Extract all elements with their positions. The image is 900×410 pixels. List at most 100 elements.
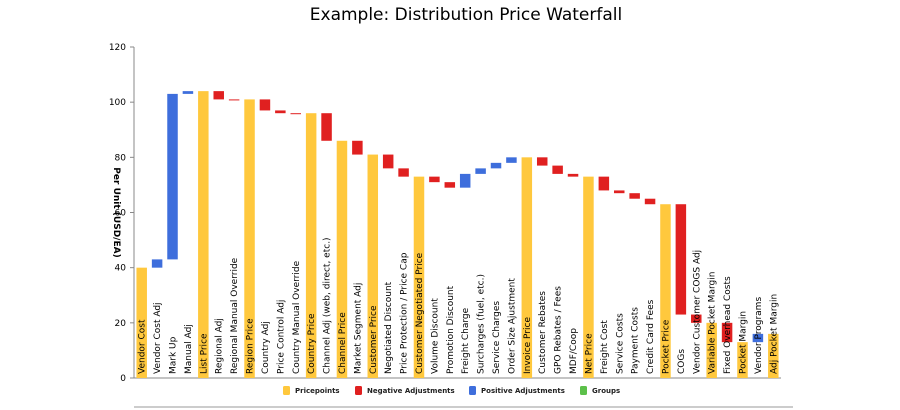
category-labels: Vendor Cost Vendor Cost Adj Mark Up Manual …	[138, 237, 780, 374]
category-label: Mark Up	[169, 336, 179, 374]
bar-positive	[475, 168, 486, 174]
bar-pricepoint	[305, 113, 317, 378]
category-label: MDF/Coop	[569, 328, 579, 374]
bar-negative	[598, 176, 610, 191]
bar-negative	[614, 190, 625, 194]
category-label: List Price	[199, 333, 209, 374]
category-label: Pocket Margin	[738, 311, 748, 374]
legend-swatch	[283, 386, 290, 395]
legend-label: Positive Adjustments	[481, 387, 565, 395]
category-label: Freight Charge	[461, 307, 471, 374]
bar-negative	[629, 193, 640, 199]
legend-label: Groups	[592, 387, 620, 395]
legend-swatch	[580, 386, 587, 395]
y-tick-label: 80	[115, 153, 127, 163]
category-label: Pocket Price	[661, 319, 671, 374]
bar-pricepoint	[737, 342, 748, 378]
category-label: Regional Manual Override	[230, 257, 240, 374]
category-label: Fixed Overhead Costs	[723, 276, 733, 374]
category-label: Adj Pocket Margin	[769, 294, 779, 374]
category-label: Service Costs	[615, 313, 625, 374]
category-label: Channel Adj (web, direct, etc.)	[323, 237, 333, 374]
category-label: Country Manual Override	[292, 260, 302, 374]
bar-negative	[321, 113, 332, 141]
bar-negative	[552, 165, 563, 174]
category-label: Customer Price	[369, 305, 379, 374]
legend-swatch	[355, 386, 362, 395]
bar-negative	[290, 113, 301, 115]
category-label: Price Protection / Price Cap	[400, 252, 410, 374]
category-label: Vendor Cost Adj	[153, 302, 163, 374]
category-label: Net Price	[584, 333, 594, 374]
category-label: Country Adj	[261, 321, 271, 374]
bar-positive	[151, 259, 163, 268]
bar-negative	[228, 99, 240, 101]
bar-negative	[691, 314, 702, 323]
category-label: Vendor Programs	[754, 297, 764, 374]
chart-title: Example: Distribution Price Waterfall	[310, 5, 622, 25]
bar-positive	[506, 157, 517, 163]
y-tick-label: 20	[115, 319, 127, 329]
bar-pricepoint	[336, 140, 348, 378]
bar-negative	[213, 91, 224, 100]
legend-swatch	[469, 386, 476, 395]
bar-pricepoint	[367, 154, 379, 378]
y-tick-label: 100	[109, 98, 126, 108]
category-label: Invoice Price	[523, 317, 533, 374]
bar-pricepoint	[521, 157, 533, 378]
category-label: Country Price	[307, 313, 317, 374]
legend-label: Negative Adjustments	[367, 387, 455, 395]
category-label: Order Size Ajustment	[507, 278, 517, 374]
category-label: Region Price	[246, 318, 256, 374]
bar-negative	[567, 173, 579, 177]
bar-negative	[721, 322, 733, 343]
y-tick-label: 0	[120, 374, 126, 384]
category-label: Volume Discount	[430, 298, 440, 374]
bar-positive	[752, 333, 764, 343]
category-label: Customer Negotiated Price	[415, 252, 425, 374]
category-label: Freight Cost	[600, 320, 610, 374]
y-tick-label: 40	[115, 264, 127, 274]
bar-pricepoint	[768, 333, 779, 378]
category-label: Manual Adj	[184, 324, 194, 374]
legend-label: Pricepoints	[295, 387, 340, 395]
category-label: Payment Costs	[631, 307, 641, 374]
bar-positive	[459, 173, 471, 188]
bar-negative	[429, 176, 440, 183]
chart-legend: Pricepoints Negative Adjustments Positive …	[134, 386, 793, 408]
bar-negative	[398, 168, 409, 177]
bar-negative	[382, 154, 394, 169]
category-label: Channel Price	[338, 312, 348, 374]
y-tick-label: 60	[115, 209, 127, 219]
bar-negative	[352, 140, 363, 155]
category-label: Promotion Discount	[446, 285, 456, 374]
y-axis-title: Per Unit (USD/EA)	[111, 167, 121, 257]
bar-negative	[259, 99, 271, 111]
bar-positive	[490, 162, 502, 169]
bar-pricepoint	[660, 204, 671, 378]
bar-negative	[536, 157, 548, 166]
chart-bars	[136, 91, 779, 378]
category-label: Price Control Adj	[276, 300, 286, 374]
category-label: Vendor Cost	[138, 319, 148, 374]
bar-negative	[275, 110, 286, 114]
category-label: Variable Pocket Margin	[708, 272, 718, 374]
category-label: GPO Rebates / Fees	[554, 286, 564, 374]
bar-negative	[675, 204, 687, 315]
bar-negative	[444, 182, 456, 188]
bar-pricepoint	[198, 91, 209, 378]
bar-positive	[182, 91, 194, 94]
y-tick-label: 120	[109, 43, 126, 53]
category-label: Market Segment Adj	[353, 283, 363, 374]
bar-pricepoint	[244, 99, 255, 378]
category-label: Regional Adj	[215, 318, 225, 374]
bar-pricepoint	[706, 322, 717, 378]
category-label: Negotiated Discount	[384, 281, 394, 374]
bar-pricepoint	[136, 267, 147, 378]
bar-negative	[644, 198, 656, 205]
category-label: COGs	[677, 349, 687, 374]
category-label: Surcharges (fuel, etc.)	[477, 274, 487, 374]
bar-pricepoint	[583, 176, 594, 378]
bar-pricepoint	[413, 176, 425, 378]
